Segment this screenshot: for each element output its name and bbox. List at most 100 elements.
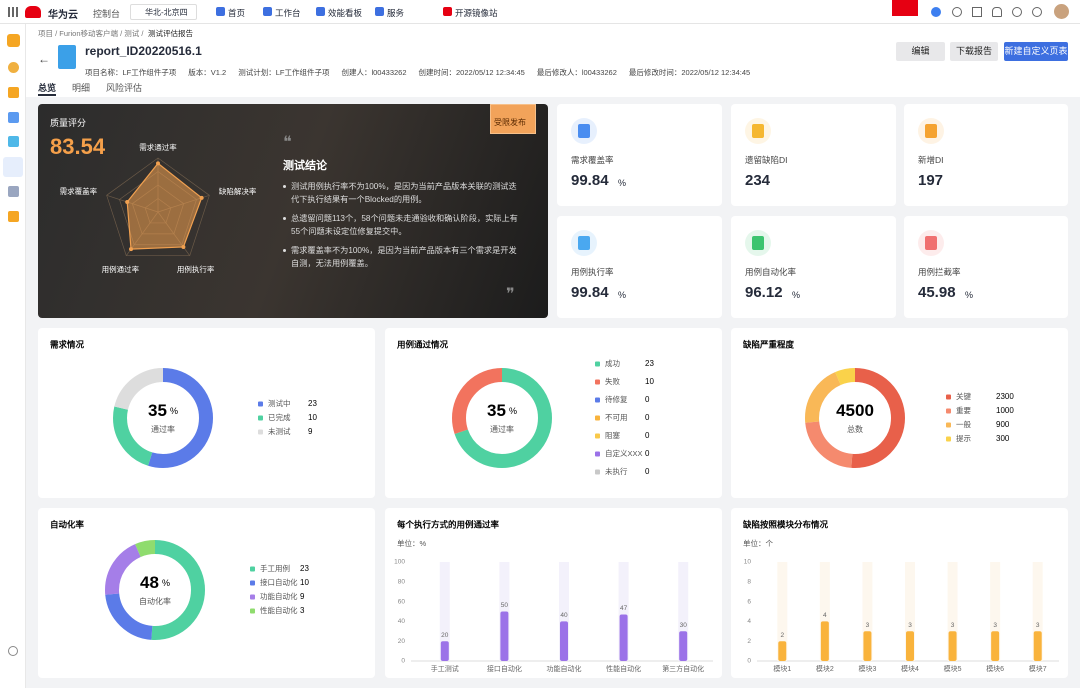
legend-value: 23 [645,359,654,368]
kpi-unit: % [618,290,627,300]
legend-label[interactable]: 重要 [956,406,971,415]
apps-icon[interactable] [8,7,18,17]
legend-value: 0 [645,449,650,458]
button[interactable]: 下载报告 [950,42,998,61]
legend-label[interactable]: 测试中 [268,398,291,408]
nav-link[interactable]: 开源镜像站 [455,8,498,18]
side-icon[interactable] [8,87,19,98]
legend-label[interactable]: 未执行 [605,466,628,476]
donut-segment [113,368,213,468]
bar-track [678,562,689,661]
radar-label: 缺陷解决率 [219,186,257,196]
x-tick-label: 接口自动化 [487,664,522,673]
donut-segment [113,368,213,468]
legend-label[interactable]: 关键 [956,391,971,401]
button[interactable]: 新建自定义页表 [1004,42,1068,61]
legend-label[interactable]: 成功 [605,358,620,368]
nav-link[interactable]: 首页 [228,8,246,18]
legend-label[interactable]: 已完成 [268,412,291,422]
chart-card: 缺陷按照模块分布情况 单位：个 0 2 4 6 8 10 2 模块1 4 模块2 3 模块3 3 模块4 3 模块… [731,508,1068,678]
legend-label[interactable]: 功能自动化 [260,591,298,601]
nav-link[interactable]: 服务 [387,8,405,18]
legend-label[interactable]: 阻塞 [605,430,620,440]
kpi-unit: % [792,290,801,300]
logo[interactable] [25,6,41,18]
sidebar [0,24,26,688]
radar-label: 用例执行率 [177,264,215,274]
center-label: 总数 [847,424,863,434]
center-label: 通过率 [490,424,514,434]
legend-swatch [595,397,600,403]
brand[interactable]: 华为云 [48,10,78,21]
legend-label[interactable]: 失败 [605,376,620,386]
donut-center: 48% [140,573,170,592]
bar [906,631,914,661]
kpi-icon-inner [752,236,764,250]
region-select[interactable] [130,4,197,20]
chart-card: 每个执行方式的用例通过率 单位：% 0 20 40 60 80 100 20 手工测试 50 接口自动… [385,508,722,678]
legend-label[interactable]: 待修复 [605,394,628,404]
search-icon[interactable] [952,7,962,17]
legend-label[interactable]: 自定义XXX [605,448,643,458]
legend-label[interactable]: 提示 [956,433,971,443]
legend-value: 0 [645,395,650,404]
legend-label[interactable]: 接口自动化 [260,577,298,587]
meta-item: 测试计划：LF工作组件子项 [238,68,330,77]
side-icon[interactable] [8,136,19,147]
tab[interactable]: 总览 [38,83,57,93]
side-icon[interactable] [8,112,19,123]
kpi-icon-inner [925,124,937,138]
side-icon[interactable] [8,211,19,222]
side-icon-active[interactable] [3,157,23,177]
meta-item: 创建人：l00433262 [341,68,407,77]
legend-swatch [946,408,951,414]
kpi-label: 用例自动化率 [745,267,797,277]
bar-track [947,562,958,661]
legend-swatch [258,401,263,407]
mail-icon[interactable] [972,7,982,17]
legend-label[interactable]: 未测试 [268,426,291,436]
legend-label[interactable]: 性能自动化 [260,605,298,615]
promo-badge[interactable] [892,0,918,16]
donut-center: 35% [487,401,517,420]
avatar[interactable] [1054,4,1069,19]
settings-icon[interactable] [8,646,18,656]
bar-value-label: 3 [866,622,870,629]
legend-label[interactable]: 不可用 [605,413,628,422]
kpi-card: 用例拦截率 45.98% [904,216,1068,318]
badge-text: 受限发布 [494,118,526,127]
nav-link[interactable]: 工作台 [275,8,301,18]
bell-icon[interactable] [992,7,1002,17]
button[interactable]: 编辑 [896,42,945,61]
center-value: 48 [140,573,159,592]
legend-swatch [250,608,255,614]
tab[interactable]: 风险评估 [106,83,143,93]
tab[interactable]: 明细 [72,83,91,93]
side-icon[interactable] [7,34,20,47]
bar [948,631,957,661]
help-icon[interactable] [1032,7,1042,17]
radar-grid [106,157,210,257]
bar [991,631,1000,661]
legend-swatch [595,361,600,367]
side-icon[interactable] [8,186,19,197]
kpi-value: 234 [745,172,771,189]
legend-value: 0 [645,413,650,422]
legend-value: 9 [308,427,313,436]
kpi-card: 新增DI 197 [904,104,1068,206]
todo-icon[interactable] [1012,7,1022,17]
conclusion-title: 测试结论 [283,160,327,172]
legend-label[interactable]: 一般 [956,419,971,429]
x-tick-label: 模块5 [944,664,962,673]
center-value: 35 [148,401,167,420]
side-icon[interactable] [8,62,19,73]
back-arrow[interactable]: ← [38,52,50,66]
breadcrumb[interactable]: 项目 / Furion移动客户端 / 测试 / [38,29,144,38]
kpi-icon-inner [578,124,590,138]
console-link[interactable]: 控制台 [93,9,121,19]
nav-link[interactable]: 效能看板 [328,8,363,18]
add-icon[interactable] [931,7,941,17]
tab-underline [38,94,56,96]
legend-label[interactable]: 手工用例 [260,563,290,573]
